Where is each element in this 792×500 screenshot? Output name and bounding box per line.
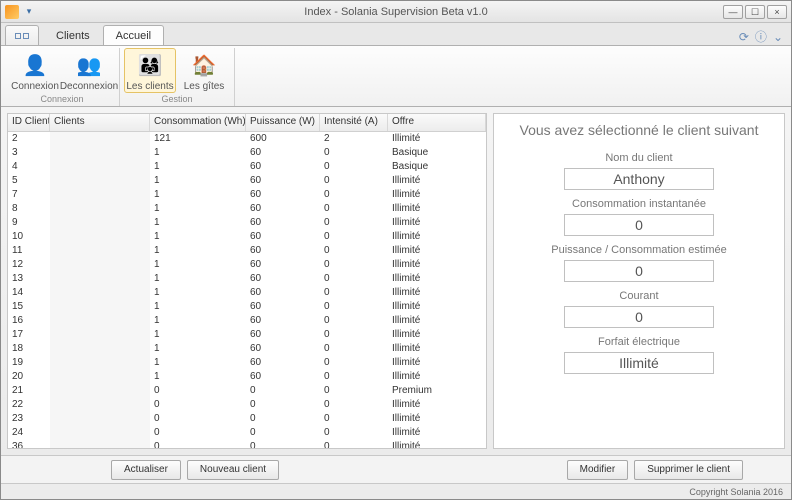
table-row[interactable]: 81600Illimité <box>8 202 486 216</box>
maximize-button[interactable]: ☐ <box>745 5 765 19</box>
pw-value: 0 <box>564 260 714 282</box>
quickaccess-icon[interactable]: ▾ <box>23 6 35 18</box>
supprimer-button[interactable]: Supprimer le client <box>634 460 743 480</box>
les-clients-button[interactable]: 👨‍👩‍👧 Les clients <box>124 48 176 93</box>
table-row[interactable]: 201600Illimité <box>8 370 486 384</box>
table-row[interactable]: 151600Illimité <box>8 300 486 314</box>
table-row[interactable]: 23000Illimité <box>8 412 486 426</box>
cons-label: Consommation instantanée <box>572 198 706 210</box>
actualiser-button[interactable]: Actualiser <box>111 460 181 480</box>
table-row[interactable]: 171600Illimité <box>8 328 486 342</box>
house-icon: 🏠 <box>190 51 218 79</box>
table-row[interactable]: 51600Illimité <box>8 174 486 188</box>
copyright-text: Copyright Solania 2016 <box>689 487 783 497</box>
forfait-value: Illimité <box>564 352 714 374</box>
table-row[interactable]: 24000Illimité <box>8 426 486 440</box>
ribbon-collapse-icon[interactable]: ⌄ <box>773 30 783 44</box>
ribbon-body: 👤 Connexion 👥 Deconnexion Connexion 👨‍👩‍… <box>1 45 791 107</box>
app-icon <box>5 5 19 19</box>
cons-value: 0 <box>564 214 714 236</box>
connexion-button[interactable]: 👤 Connexion <box>9 48 61 93</box>
les-gites-button[interactable]: 🏠 Les gîtes <box>178 48 230 93</box>
table-row[interactable]: 141600Illimité <box>8 286 486 300</box>
table-row[interactable]: 41600Basique <box>8 160 486 174</box>
col-id[interactable]: ID Client <box>8 114 50 131</box>
pw-label: Puissance / Consommation estimée <box>551 244 726 256</box>
group-gestion-label: Gestion <box>161 93 192 106</box>
modifier-button[interactable]: Modifier <box>567 460 629 480</box>
nom-label: Nom du client <box>605 152 672 164</box>
table-row[interactable]: 21000Premium <box>8 384 486 398</box>
titlebar: ▾ Index - Solania Supervision Beta v1.0 … <box>1 1 791 23</box>
ribbon-group-gestion: 👨‍👩‍👧 Les clients 🏠 Les gîtes Gestion <box>120 48 235 106</box>
nom-value: Anthony <box>564 168 714 190</box>
col-consommation[interactable]: Consommation (Wh) <box>150 114 246 131</box>
tab-accueil[interactable]: Accueil <box>103 25 164 45</box>
bottom-toolbar: Actualiser Nouveau client Modifier Suppr… <box>1 455 791 483</box>
window-title: Index - Solania Supervision Beta v1.0 <box>1 6 791 18</box>
col-clients[interactable]: Clients <box>50 114 150 131</box>
user-connect-icon: 👤 <box>21 51 49 79</box>
table-row[interactable]: 161600Illimité <box>8 314 486 328</box>
client-detail-panel: Vous avez sélectionné le client suivant … <box>493 113 785 449</box>
clients-icon: 👨‍👩‍👧 <box>136 51 164 79</box>
content-area: ID Client Clients Consommation (Wh) Puis… <box>1 107 791 455</box>
ribbon-help-style-icon[interactable]: ⟳ <box>739 30 749 44</box>
footer: Copyright Solania 2016 <box>1 483 791 499</box>
clients-table-panel: ID Client Clients Consommation (Wh) Puis… <box>7 113 487 449</box>
forfait-label: Forfait électrique <box>598 336 680 348</box>
table-row[interactable]: 21216002Illimité <box>8 132 486 146</box>
table-row[interactable]: 111600Illimité <box>8 244 486 258</box>
table-header: ID Client Clients Consommation (Wh) Puis… <box>8 114 486 132</box>
table-body[interactable]: 21216002Illimité31600Basique41600Basique… <box>8 132 486 448</box>
col-intensite[interactable]: Intensité (A) <box>320 114 388 131</box>
ribbon-help-icon[interactable]: ⓘ <box>755 28 767 45</box>
nouveau-client-button[interactable]: Nouveau client <box>187 460 279 480</box>
table-row[interactable]: 71600Illimité <box>8 188 486 202</box>
app-window: ▾ Index - Solania Supervision Beta v1.0 … <box>0 0 792 500</box>
table-row[interactable]: 191600Illimité <box>8 356 486 370</box>
deconnexion-button[interactable]: 👥 Deconnexion <box>63 48 115 93</box>
table-row[interactable]: 181600Illimité <box>8 342 486 356</box>
tab-clients[interactable]: Clients <box>43 25 103 45</box>
deconnexion-label: Deconnexion <box>60 81 118 92</box>
col-offre[interactable]: Offre <box>388 114 486 131</box>
table-row[interactable]: 91600Illimité <box>8 216 486 230</box>
table-row[interactable]: 31600Basique <box>8 146 486 160</box>
ribbon-group-connexion: 👤 Connexion 👥 Deconnexion Connexion <box>5 48 120 106</box>
table-row[interactable]: 36000Illimité <box>8 440 486 448</box>
user-disconnect-icon: 👥 <box>75 51 103 79</box>
col-puissance[interactable]: Puissance (W) <box>246 114 320 131</box>
courant-value: 0 <box>564 306 714 328</box>
ribbon-corner[interactable] <box>5 25 39 45</box>
table-row[interactable]: 101600Illimité <box>8 230 486 244</box>
table-row[interactable]: 22000Illimité <box>8 398 486 412</box>
detail-title: Vous avez sélectionné le client suivant <box>520 122 759 138</box>
table-row[interactable]: 121600Illimité <box>8 258 486 272</box>
ribbon-tabstrip: Clients Accueil ⟳ ⓘ ⌄ <box>1 23 791 45</box>
connexion-label: Connexion <box>11 81 59 92</box>
courant-label: Courant <box>619 290 658 302</box>
les-gites-label: Les gîtes <box>184 81 225 92</box>
les-clients-label: Les clients <box>126 81 173 92</box>
close-button[interactable]: × <box>767 5 787 19</box>
minimize-button[interactable]: — <box>723 5 743 19</box>
group-connexion-label: Connexion <box>40 93 83 106</box>
table-row[interactable]: 131600Illimité <box>8 272 486 286</box>
